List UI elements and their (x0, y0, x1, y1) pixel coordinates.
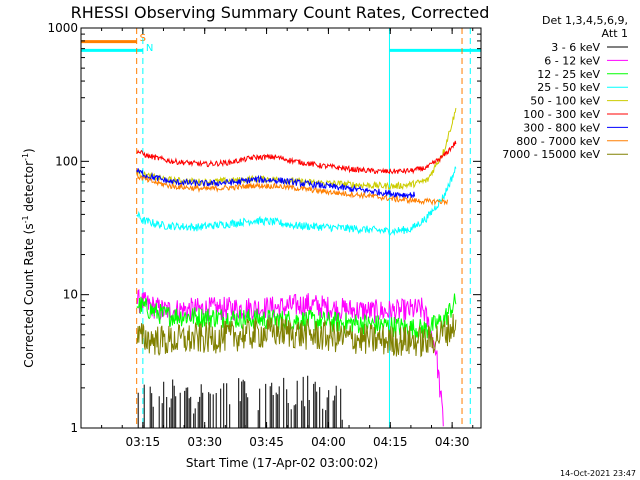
x-tick-label: 03:30 (187, 435, 222, 449)
y-tick-label: 1 (70, 421, 78, 435)
state-bars-layer (81, 40, 481, 52)
x-tick-label: 04:00 (311, 435, 346, 449)
series-12_25keV (136, 293, 457, 340)
y-ticks: 1 10 100 1000 (47, 21, 481, 435)
x-axis-title: Start Time (17-Apr-02 03:00:02) (186, 456, 378, 470)
x-tick-label: 04:15 (373, 435, 408, 449)
chart-title: RHESSI Observing Summary Count Rates, Co… (71, 3, 490, 22)
series-7000_15000keV (136, 313, 457, 358)
series-3_6keV (137, 375, 343, 428)
series-path-6 (136, 168, 416, 199)
series-800_7000keV (136, 171, 448, 206)
timestamp: 14-Oct-2021 23:47 (560, 469, 636, 478)
series-100_300keV (136, 140, 457, 175)
markers-layer: SN (136, 28, 471, 428)
y-tick-label: 100 (55, 154, 78, 168)
legend-header-line-2: Att 1 (602, 27, 628, 40)
y-axis-title: Corrected Count Rate (s-1 detector-1) (21, 148, 36, 367)
x-tick-label: 04:30 (435, 435, 470, 449)
series-6_12keV (136, 288, 444, 427)
legend-label: 300 - 800 keV (523, 121, 600, 134)
series-path-0 (137, 375, 343, 428)
x-tick-label: 03:45 (249, 435, 284, 449)
series-path-1 (136, 288, 444, 427)
series-path-5 (136, 140, 457, 175)
legend-label: 3 - 6 keV (551, 41, 600, 54)
legend-label: 100 - 300 keV (523, 108, 600, 121)
x-ticks: 03:15 03:30 03:45 04:00 04:15 04:30 (101, 28, 474, 449)
series-path-3 (136, 166, 457, 236)
series-path-8 (136, 313, 457, 358)
legend-label: 6 - 12 keV (544, 54, 600, 67)
series-25_50keV (136, 166, 457, 236)
series-path-7 (136, 171, 448, 206)
series-layer (136, 107, 457, 428)
plot-frame (80, 27, 482, 429)
legend-label: 50 - 100 keV (530, 95, 600, 108)
plot-area: SN 03:15 03:30 03:45 04:00 04:15 04:30 1 10 100… (47, 21, 482, 449)
legend-label: 12 - 25 keV (537, 68, 600, 81)
y-tick-label: 1000 (47, 21, 78, 35)
legend-header-line-1: Det 1,3,4,5,6,9, (542, 14, 628, 27)
y-tick-label: 10 (63, 288, 78, 302)
series-path-2 (136, 293, 457, 340)
x-tick-label: 03:15 (126, 435, 161, 449)
series-300_800keV (136, 168, 416, 199)
marker-label-night-end: N (146, 43, 153, 54)
legend-label: 7000 - 15000 keV (502, 148, 600, 161)
legend-label: 800 - 7000 keV (516, 135, 600, 148)
legend-label: 25 - 50 keV (537, 81, 600, 94)
